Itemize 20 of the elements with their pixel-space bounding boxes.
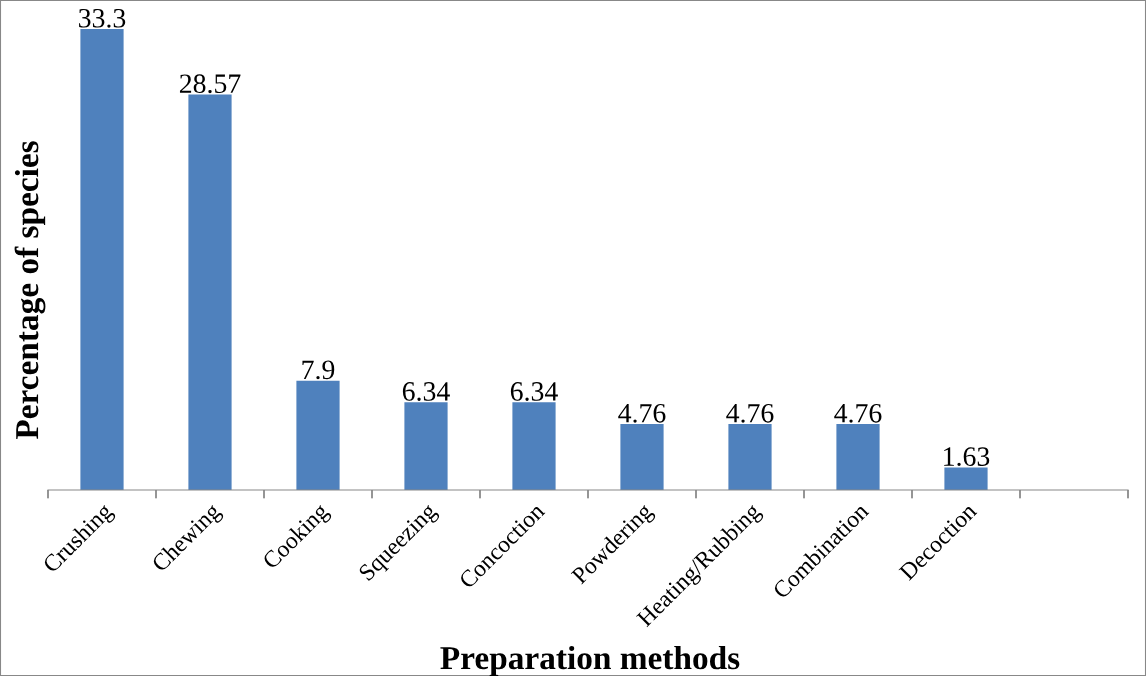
y-axis-title: Percentage of species <box>14 141 46 440</box>
bar <box>296 380 340 490</box>
data-label: 28.57 <box>179 74 241 94</box>
data-label: 1.63 <box>944 447 990 467</box>
data-label: 7.9 <box>302 360 335 380</box>
data-label: 4.76 <box>834 403 882 423</box>
data-label: 4.76 <box>726 403 774 423</box>
bar <box>944 467 988 490</box>
bar <box>404 402 448 490</box>
bar <box>512 402 556 490</box>
bar <box>620 424 664 490</box>
bar <box>728 424 772 490</box>
data-label: 6.34 <box>402 382 450 401</box>
data-label: 6.34 <box>510 382 558 401</box>
bar <box>80 29 124 490</box>
data-label: 4.76 <box>618 403 666 423</box>
data-label: 33.3 <box>79 8 126 28</box>
bar <box>188 94 232 490</box>
bar <box>836 424 880 490</box>
x-axis-title: Preparation methods <box>440 645 740 676</box>
